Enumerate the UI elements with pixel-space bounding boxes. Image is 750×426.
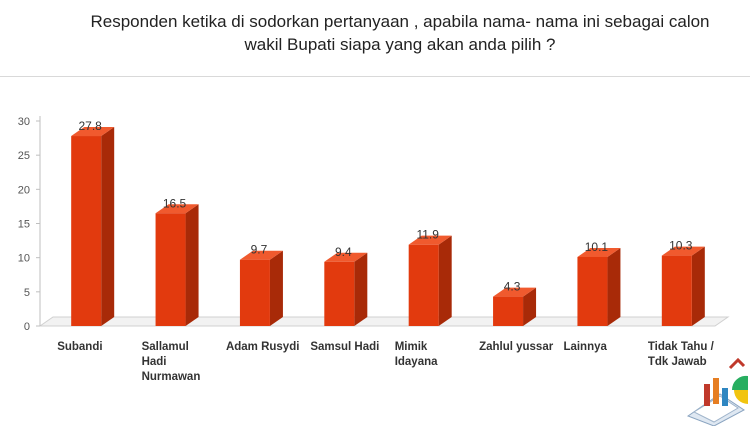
bar-value-label: 16.5 bbox=[163, 196, 187, 210]
x-category-label: Samsul Hadi bbox=[310, 341, 380, 353]
bar-chart: 0 5 10 15 20 25 30 27.8 16.5 9.7 9.4 11.9 4.3 10.1 10… bbox=[18, 116, 730, 333]
x-category-label: Mimik Idayana bbox=[394, 341, 438, 368]
bar-front bbox=[408, 244, 439, 326]
x-category-label: Lainnya bbox=[563, 341, 607, 353]
bar-side bbox=[269, 250, 283, 326]
chart-clipart-icon bbox=[686, 357, 748, 426]
bar-front bbox=[661, 255, 692, 326]
bar bbox=[71, 127, 115, 327]
bar-top bbox=[71, 127, 115, 137]
bar-side bbox=[354, 252, 368, 326]
chart-title: Responden ketika di sodorkan pertanyaan … bbox=[90, 12, 710, 54]
bar-front bbox=[239, 259, 270, 326]
bar bbox=[324, 252, 368, 326]
bar bbox=[661, 246, 705, 326]
x-category-label: Sallamul Hadi Nurmawan bbox=[141, 341, 201, 383]
bar-top bbox=[239, 250, 283, 260]
x-category-label: Tidak Tahu / Tdk Jawab bbox=[647, 341, 714, 368]
y-tick-label: 30 bbox=[18, 116, 30, 128]
bar-value-label: 10.3 bbox=[669, 239, 693, 253]
bar-front bbox=[577, 256, 608, 326]
y-tick-label: 5 bbox=[24, 287, 30, 299]
bar bbox=[493, 287, 537, 326]
y-tick-label: 0 bbox=[24, 321, 30, 333]
bar-front bbox=[493, 296, 524, 326]
title-divider bbox=[0, 76, 750, 77]
x-category-label: Adam Rusydi bbox=[225, 341, 300, 353]
bar-side bbox=[691, 246, 705, 326]
y-tick-label: 15 bbox=[18, 219, 30, 231]
bar-side bbox=[185, 204, 199, 326]
bar-value-label: 10.1 bbox=[585, 240, 609, 254]
bar-top bbox=[155, 204, 199, 214]
bar-front bbox=[71, 136, 102, 326]
bar-top bbox=[493, 287, 537, 297]
bar bbox=[239, 250, 283, 326]
bar-value-label: 11.9 bbox=[416, 228, 439, 242]
bar-side bbox=[607, 247, 621, 326]
bar-top bbox=[324, 252, 368, 262]
bar-top bbox=[577, 247, 621, 257]
bar-top bbox=[661, 246, 705, 256]
y-tick-label: 20 bbox=[18, 184, 30, 196]
chart-floor bbox=[38, 316, 730, 327]
bar-value-label: 9.4 bbox=[335, 245, 352, 259]
bar-front bbox=[324, 261, 355, 326]
bar-front bbox=[155, 213, 186, 326]
bar-side bbox=[523, 287, 537, 326]
bar-side bbox=[438, 235, 452, 326]
y-tick-label: 10 bbox=[18, 253, 30, 265]
x-category-label: Subandi bbox=[57, 341, 103, 353]
bar-top bbox=[408, 235, 452, 245]
bar bbox=[577, 247, 621, 326]
bar-side bbox=[101, 127, 115, 327]
bar bbox=[155, 204, 199, 326]
bar-value-label: 4.3 bbox=[504, 280, 521, 294]
y-tick-label: 25 bbox=[18, 150, 30, 162]
bar-value-label: 27.8 bbox=[79, 119, 103, 133]
x-category-label: Zahlul yussar bbox=[479, 341, 554, 353]
bar bbox=[408, 235, 452, 326]
bar-value-label: 9.7 bbox=[251, 243, 268, 257]
